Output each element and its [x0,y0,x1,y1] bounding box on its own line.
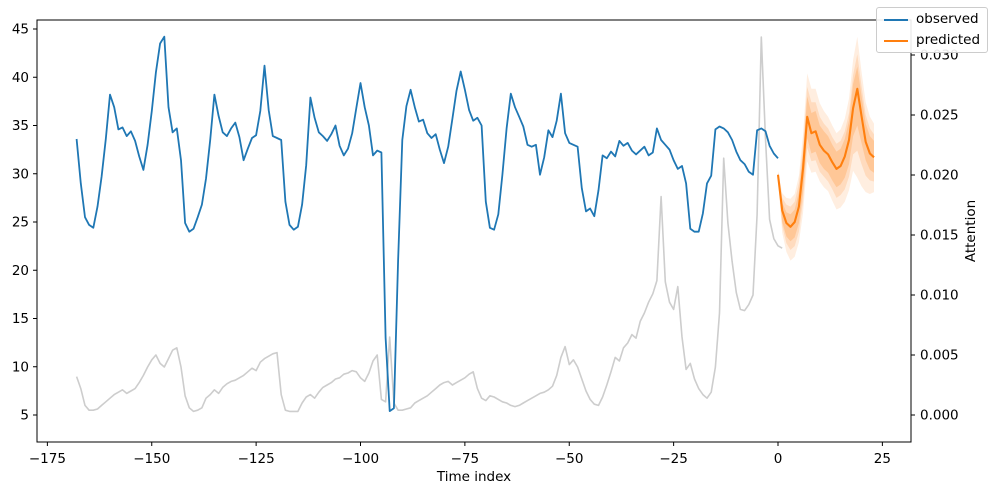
right-axis-label: Attention [963,200,979,262]
y-left-tick-label: 40 [12,70,29,86]
y-left-tick-label: 35 [12,118,29,134]
x-tick-label: 25 [874,451,891,467]
legend-label-predicted: predicted [916,31,981,48]
y-left-tick-label: 5 [20,408,29,424]
y-left-tick-label: 20 [12,263,29,279]
predicted-line-swatch [884,39,908,42]
x-tick-label: 0 [774,451,783,467]
x-tick-label: −25 [659,451,688,467]
observed-line [75,35,779,413]
x-tick-label: −175 [29,451,66,467]
y-right-tick-label: 0.025 [920,108,959,124]
observed-line-swatch [884,18,908,21]
y-right-tick-label: 0.010 [920,288,959,304]
legend-item-observed: observed [884,11,981,29]
legend-item-predicted: predicted [884,32,981,50]
y-left-tick-label: 30 [12,166,29,182]
x-tick-label: −75 [451,451,480,467]
y-left-tick-label: 45 [12,22,29,38]
y-right-tick-label: 0.000 [920,408,959,424]
y-left-tick-label: 25 [12,215,29,231]
x-tick-label: −100 [342,451,379,467]
x-tick-label: −150 [133,451,170,467]
attention-line [75,36,783,413]
predicted-line [776,87,875,228]
axes-frame [36,19,912,443]
prediction-band-inner [778,66,874,242]
legend-label-observed: observed [916,10,979,27]
y-left-tick-label: 10 [12,359,29,375]
x-tick-label: −125 [238,451,275,467]
prediction-band-outer [778,36,874,261]
x-axis-label: Time index [436,469,511,485]
y-right-tick-label: 0.005 [920,348,959,364]
y-left-tick-label: 15 [12,311,29,327]
x-tick-label: −50 [555,451,584,467]
legend[interactable]: observed predicted [876,7,988,53]
y-right-tick-label: 0.015 [920,228,959,244]
y-right-tick-label: 0.020 [920,168,959,184]
